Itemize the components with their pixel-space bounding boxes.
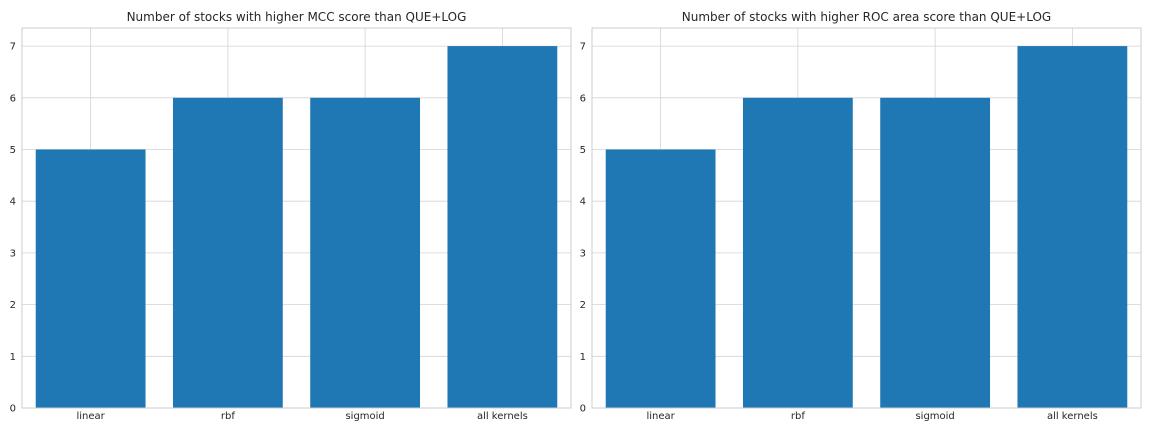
y-tick-label: 0	[10, 404, 16, 415]
x-tick-label: rbf	[221, 411, 235, 422]
y-tick-label: 1	[580, 352, 586, 363]
y-tick-label: 3	[10, 248, 16, 259]
bar-all-kernels	[447, 46, 558, 408]
chart-panel-roc: Number of stocks with higher ROC area sc…	[576, 0, 1152, 432]
x-tick-label: linear	[76, 411, 105, 422]
y-tick-label: 5	[580, 145, 586, 156]
x-tick-label: sigmoid	[345, 411, 384, 422]
bars	[35, 46, 558, 409]
y-tick-label: 0	[580, 404, 586, 415]
y-tick-label: 2	[580, 300, 586, 311]
x-tick-label: sigmoid	[915, 411, 954, 422]
y-tick-label: 6	[580, 93, 586, 104]
y-tick-label: 4	[580, 197, 586, 208]
y-tick-label: 7	[10, 42, 16, 53]
y-tick-label: 5	[10, 145, 16, 156]
x-tick-label: all kernels	[1047, 411, 1098, 422]
bar-sigmoid	[310, 97, 421, 408]
x-tick-label: rbf	[791, 411, 805, 422]
y-tick-label: 6	[10, 93, 16, 104]
chart-plot-area: 0 1 2 3 4 5 6 7 linear rbf sigmoid all kernels	[10, 27, 572, 422]
chart-panel-mcc: Number of stocks with higher MCC score t…	[10, 10, 572, 422]
bar-rbf	[742, 97, 853, 408]
bar-rbf	[172, 97, 283, 408]
bar-linear	[35, 149, 146, 409]
y-tick-label: 4	[10, 197, 16, 208]
y-tick-label: 2	[10, 300, 16, 311]
x-tick-label: all kernels	[477, 411, 528, 422]
axes-frame	[21, 27, 572, 409]
x-tick-label: linear	[646, 411, 675, 422]
chart-plot-area: 0 1 2 3 4 5 6 7 linear rbf sigmoid all kernels	[580, 27, 1142, 422]
bar-all-kernels	[1017, 46, 1128, 408]
y-tick-label: 3	[580, 248, 586, 259]
y-tick-label: 7	[580, 42, 586, 53]
chart-title: Number of stocks with higher ROC area sc…	[681, 10, 1052, 24]
bars	[605, 46, 1128, 409]
y-tick-label: 1	[10, 352, 16, 363]
bar-sigmoid	[880, 97, 991, 408]
chart-title: Number of stocks with higher MCC score t…	[126, 10, 467, 24]
bar-linear	[605, 149, 716, 409]
axes-frame	[591, 27, 1142, 409]
